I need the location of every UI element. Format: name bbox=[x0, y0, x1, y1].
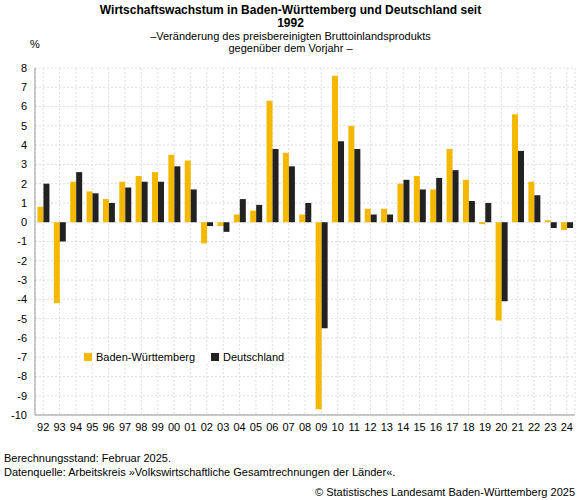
svg-text:96: 96 bbox=[103, 421, 115, 433]
svg-text:-10: -10 bbox=[11, 409, 27, 421]
svg-text:-5: -5 bbox=[17, 313, 27, 325]
svg-text:10: 10 bbox=[332, 421, 344, 433]
html-text:© Statistisches Landesamt Bade: © Statistisches Landesamt Baden-Württemb… bbox=[315, 486, 575, 498]
svg-text:-1: -1 bbox=[17, 235, 27, 247]
svg-text:-6: -6 bbox=[17, 332, 27, 344]
svg-text:-2: -2 bbox=[17, 255, 27, 267]
svg-text:00: 00 bbox=[168, 421, 180, 433]
svg-text:1: 1 bbox=[21, 197, 27, 209]
html-text:Baden-Württemberg: Baden-Württemberg bbox=[96, 351, 195, 363]
svg-text:13: 13 bbox=[381, 421, 393, 433]
svg-text:6: 6 bbox=[21, 100, 27, 112]
svg-text:-3: -3 bbox=[17, 274, 27, 286]
svg-text:94: 94 bbox=[70, 421, 82, 433]
svg-text:22: 22 bbox=[528, 421, 540, 433]
svg-text:03: 03 bbox=[217, 421, 229, 433]
svg-text:8: 8 bbox=[21, 62, 27, 74]
svg-text:01: 01 bbox=[184, 421, 196, 433]
svg-text:21: 21 bbox=[512, 421, 524, 433]
svg-text:7: 7 bbox=[21, 81, 27, 93]
svg-text:14: 14 bbox=[397, 421, 409, 433]
svg-text:0: 0 bbox=[21, 216, 27, 228]
svg-text:15: 15 bbox=[413, 421, 425, 433]
svg-text:-8: -8 bbox=[17, 370, 27, 382]
svg-text:93: 93 bbox=[53, 421, 65, 433]
svg-text:97: 97 bbox=[119, 421, 131, 433]
svg-text:23: 23 bbox=[544, 421, 556, 433]
svg-text:12: 12 bbox=[364, 421, 376, 433]
svg-text:08: 08 bbox=[299, 421, 311, 433]
svg-text:09: 09 bbox=[315, 421, 327, 433]
svg-text:2: 2 bbox=[21, 178, 27, 190]
svg-text:05: 05 bbox=[250, 421, 262, 433]
svg-text:5: 5 bbox=[21, 120, 27, 132]
svg-text:18: 18 bbox=[463, 421, 475, 433]
html-text:Deutschland: Deutschland bbox=[223, 351, 285, 363]
svg-text:17: 17 bbox=[446, 421, 458, 433]
svg-text:-4: -4 bbox=[17, 293, 27, 305]
html-text:Berechnungsstand: Februar 2025: Berechnungsstand: Februar 2025. bbox=[4, 452, 171, 464]
svg-text:92: 92 bbox=[37, 421, 49, 433]
svg-text:24: 24 bbox=[561, 421, 573, 433]
svg-text:-9: -9 bbox=[17, 390, 27, 402]
svg-text:20: 20 bbox=[495, 421, 507, 433]
svg-text:04: 04 bbox=[233, 421, 245, 433]
svg-text:11: 11 bbox=[348, 421, 359, 433]
svg-text:4: 4 bbox=[21, 139, 27, 151]
svg-text:98: 98 bbox=[135, 421, 147, 433]
svg-text:06: 06 bbox=[266, 421, 278, 433]
svg-text:07: 07 bbox=[283, 421, 295, 433]
svg-text:16: 16 bbox=[430, 421, 442, 433]
html-text:Wirtschaftswachstum in Baden-W: Wirtschaftswachstum in Baden-Württemberg… bbox=[99, 3, 482, 30]
svg-text:19: 19 bbox=[479, 421, 491, 433]
svg-text:95: 95 bbox=[86, 421, 98, 433]
svg-text:02: 02 bbox=[201, 421, 213, 433]
svg-text:3: 3 bbox=[21, 158, 27, 170]
html-text:–Veränderung des preisbereinig: –Veränderung des preisbereinigten Brutto… bbox=[150, 30, 431, 54]
svg-text:-7: -7 bbox=[17, 351, 27, 363]
html-text:Datenquelle: Arbeitskreis »Vol: Datenquelle: Arbeitskreis »Volkswirtscha… bbox=[4, 466, 396, 478]
svg-text:99: 99 bbox=[152, 421, 164, 433]
